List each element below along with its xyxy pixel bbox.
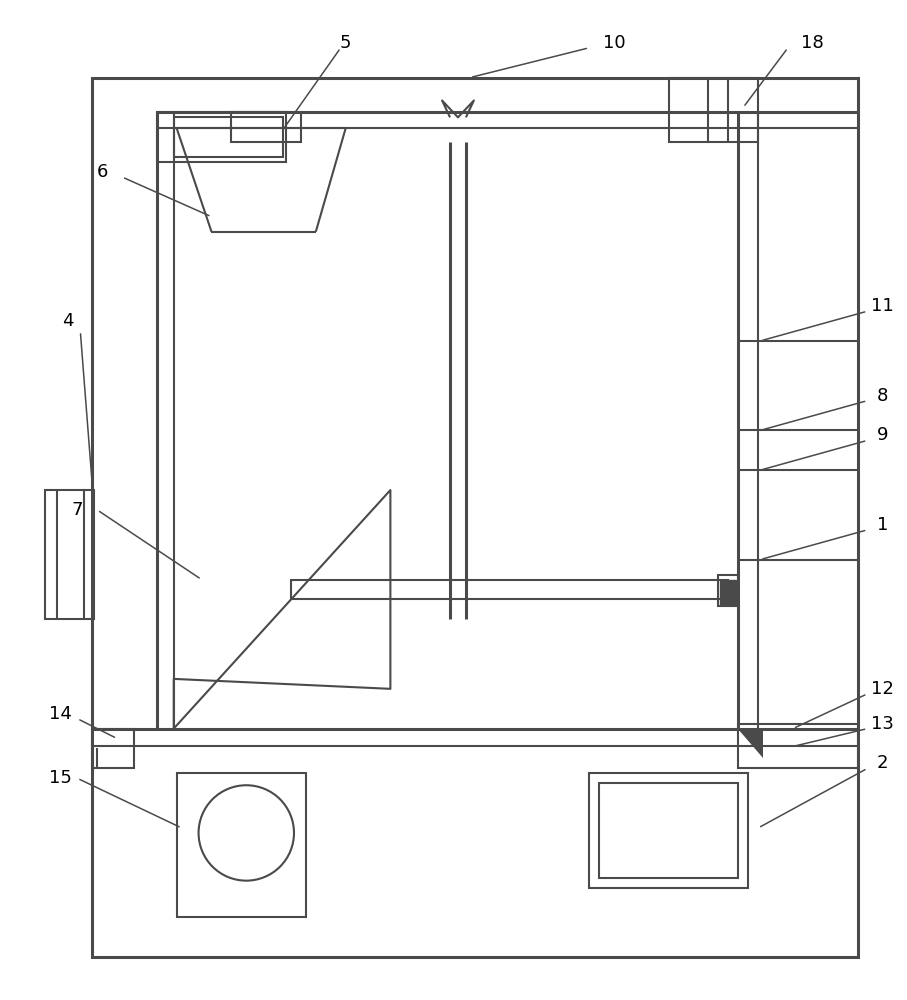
Bar (718, 575, 738, 606)
Polygon shape (738, 729, 763, 758)
Bar (44, 490, 94, 619)
Text: 5: 5 (340, 34, 351, 52)
Bar (590, 773, 748, 888)
Text: 18: 18 (802, 34, 824, 52)
Text: 14: 14 (49, 705, 72, 723)
Text: 9: 9 (876, 426, 888, 444)
Text: 8: 8 (877, 387, 888, 405)
Text: 6: 6 (96, 163, 108, 181)
Bar (177, 773, 306, 917)
Bar (291, 580, 728, 599)
Text: 1: 1 (877, 516, 888, 534)
Text: 15: 15 (49, 769, 72, 787)
Text: 2: 2 (876, 754, 888, 772)
Text: 10: 10 (602, 34, 625, 52)
Bar (93, 729, 134, 768)
Text: 7: 7 (72, 501, 83, 519)
Bar (231, 112, 301, 142)
Bar (600, 783, 738, 878)
Bar (738, 724, 857, 768)
Text: 12: 12 (871, 680, 893, 698)
Polygon shape (720, 580, 736, 604)
Bar (668, 78, 758, 142)
Bar (174, 117, 283, 157)
Text: 13: 13 (871, 715, 893, 733)
Text: 11: 11 (871, 297, 893, 315)
Text: 4: 4 (62, 312, 73, 330)
Bar (93, 78, 857, 957)
Bar (157, 112, 286, 162)
